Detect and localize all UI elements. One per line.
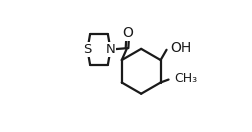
Text: N: N [106,43,115,56]
Text: CH₃: CH₃ [174,72,197,85]
Text: O: O [122,26,133,40]
Text: S: S [83,43,92,56]
Text: OH: OH [170,41,191,55]
